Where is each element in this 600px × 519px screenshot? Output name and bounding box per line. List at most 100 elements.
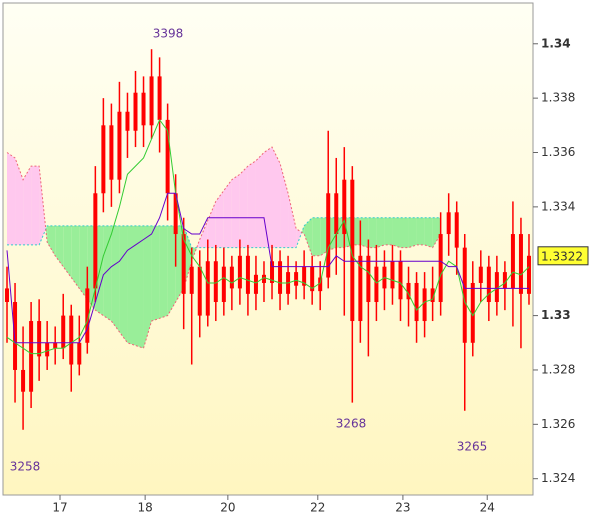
candle-body	[21, 369, 26, 392]
candle-body	[61, 315, 66, 349]
x-tick-label: 17	[52, 501, 67, 515]
cloud-fill	[15, 157, 24, 245]
cloud-fill	[344, 217, 353, 248]
candle-body	[470, 282, 475, 343]
candle-body	[422, 288, 427, 322]
cloud-fill	[79, 225, 88, 300]
cloud-fill	[288, 193, 297, 248]
x-tick-label: 22	[310, 501, 325, 515]
candle-body	[318, 277, 323, 292]
candle-body	[125, 111, 130, 131]
candle-body	[342, 179, 347, 235]
candle-body	[141, 92, 146, 126]
x-tick-label: 24	[480, 501, 495, 515]
cloud-fill	[231, 174, 240, 248]
cloud-fill	[272, 147, 281, 248]
candle-body	[221, 266, 226, 303]
candle-body	[93, 193, 98, 289]
candle-body	[117, 111, 122, 180]
candle-body	[5, 288, 10, 303]
cloud-fill	[63, 225, 72, 278]
candle-body	[406, 282, 411, 300]
indicator-line	[6, 192, 529, 344]
candle-body	[29, 321, 34, 392]
candle-body	[109, 125, 114, 180]
candle-body	[366, 255, 371, 303]
cloud-fill	[247, 160, 256, 248]
cloud-fill	[167, 225, 176, 316]
candle-body	[69, 315, 74, 365]
candle-body	[302, 266, 307, 286]
cloud-fill	[304, 217, 313, 256]
candle-body	[165, 119, 170, 194]
cloud-fill	[416, 217, 425, 245]
candle-body	[374, 266, 379, 303]
candle-body	[446, 212, 451, 235]
cloud-fill	[215, 190, 224, 248]
cloud-fill	[175, 225, 184, 303]
cloud-fill	[320, 217, 329, 256]
cloud-fill	[223, 179, 232, 248]
cloud-fill	[424, 217, 433, 248]
candle-body	[157, 76, 162, 120]
indicator-line	[6, 118, 530, 355]
candle-body	[189, 266, 194, 294]
cloud-fill	[119, 225, 128, 343]
cloud-fill	[280, 163, 289, 248]
cloud-fill	[47, 225, 56, 256]
cloud-fill	[151, 225, 160, 322]
y-tick-label: 1.328	[541, 362, 575, 376]
candle-body	[133, 92, 138, 131]
cloud-fill	[360, 217, 369, 248]
candle-body	[326, 193, 331, 278]
candle-body	[229, 266, 234, 289]
cloud-fill	[376, 217, 385, 248]
cloud-fill	[71, 225, 80, 289]
candle-body	[261, 274, 266, 283]
cloud-fill	[87, 225, 96, 311]
cloud-fill	[127, 225, 136, 346]
candle-body	[414, 282, 419, 322]
candle-body	[510, 234, 515, 289]
candle-body	[237, 255, 242, 289]
candle-body	[390, 261, 395, 289]
candle-body	[149, 76, 154, 126]
cloud-fill	[159, 225, 168, 319]
cloud-fill	[328, 217, 337, 251]
cloud-fill	[263, 147, 273, 248]
y-tick-label: 1.326	[541, 417, 575, 431]
candle-body	[253, 274, 258, 294]
candle-body	[270, 261, 275, 283]
candle-body	[13, 302, 18, 370]
cloud-fill	[7, 152, 16, 245]
x-tick-label: 23	[395, 501, 410, 515]
cloud-fill	[207, 201, 216, 248]
candle-body	[438, 234, 443, 303]
cloud-fill	[352, 217, 361, 245]
candle-body	[77, 342, 82, 365]
cloud-fill	[135, 225, 144, 349]
y-tick-label: 1.338	[541, 91, 575, 105]
cloud-fill	[31, 166, 40, 245]
candle-body	[197, 266, 202, 316]
candle-body	[398, 261, 403, 300]
cloud-fill	[143, 225, 152, 349]
candle-body	[494, 272, 499, 303]
cloud-fill	[384, 217, 393, 245]
last-price-box	[537, 246, 589, 266]
candle-body	[358, 255, 363, 322]
candle-body	[85, 288, 90, 343]
candle-body	[173, 193, 178, 235]
y-tick-label: 1.34	[541, 36, 571, 50]
cloud-fill	[336, 217, 345, 248]
cloud-fill	[239, 166, 248, 248]
candle-body	[45, 342, 50, 357]
candle-body	[518, 234, 523, 294]
candle-body	[245, 255, 250, 294]
x-tick-label: 18	[137, 501, 152, 515]
candle-body	[430, 288, 435, 303]
cloud-fill	[199, 220, 208, 248]
candle-body	[213, 261, 218, 303]
cloud-fill	[183, 225, 192, 289]
